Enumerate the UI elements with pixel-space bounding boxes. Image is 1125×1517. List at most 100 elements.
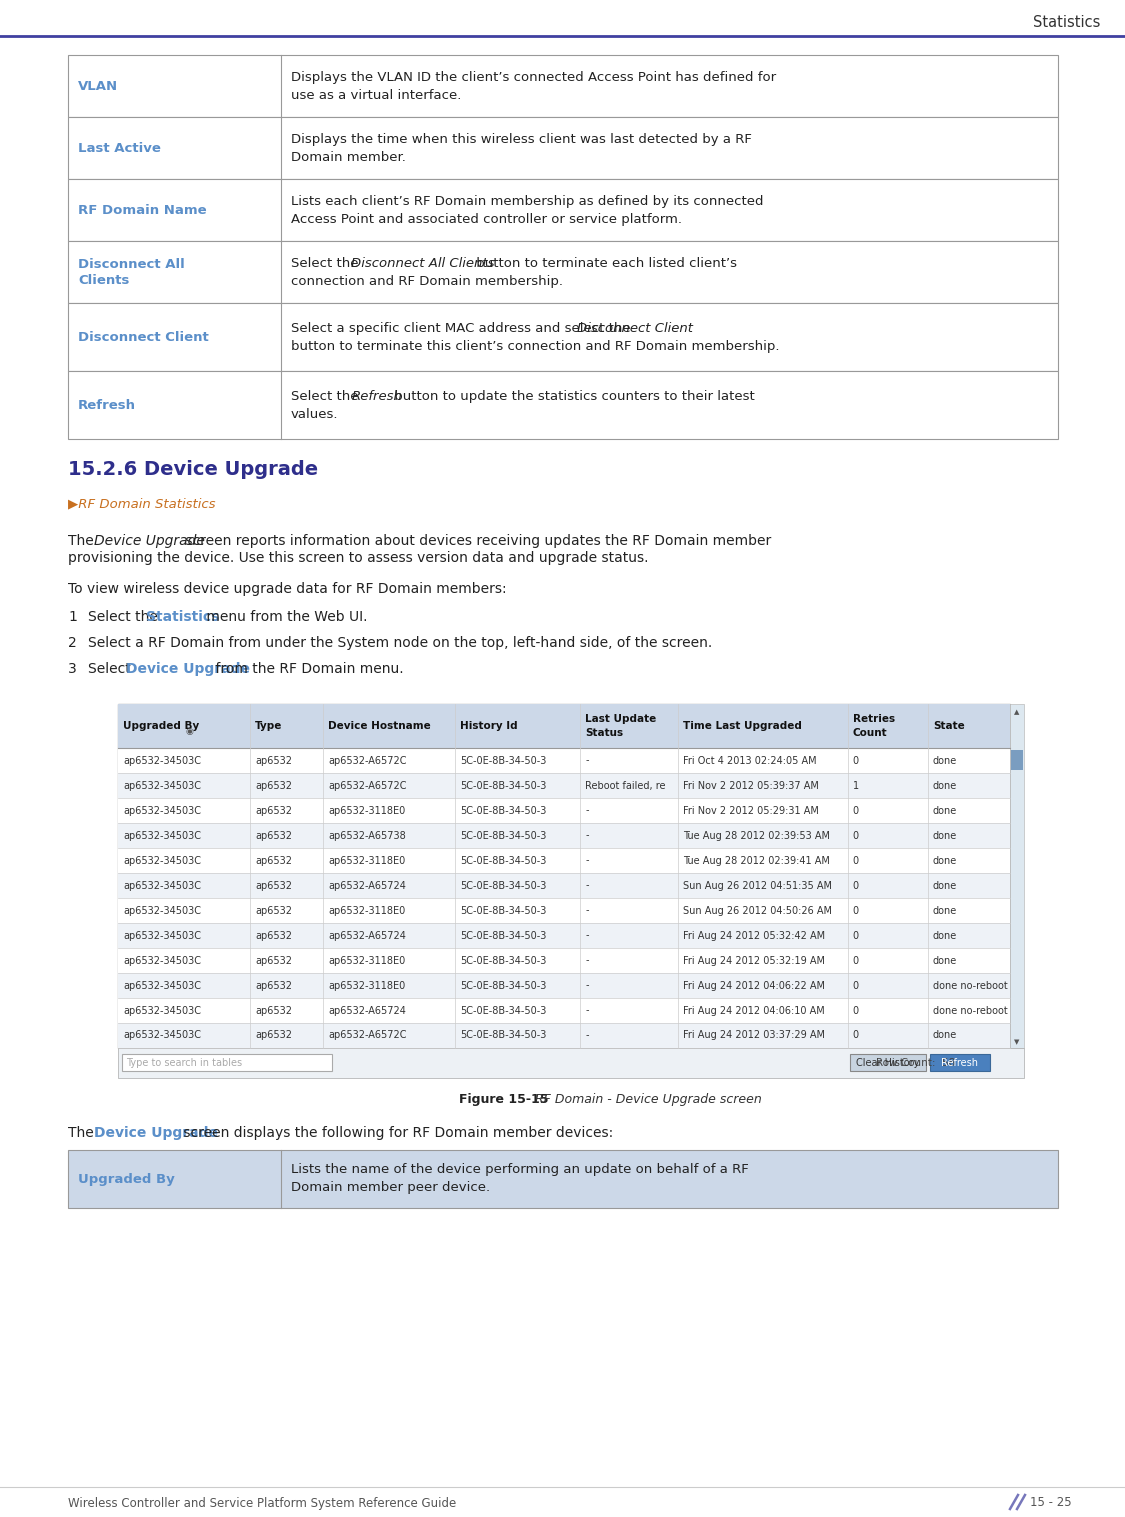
Text: 1: 1 [853, 781, 858, 790]
Text: Disconnect All: Disconnect All [78, 258, 184, 270]
Bar [118, 922, 1010, 948]
Text: Last Active: Last Active [78, 141, 161, 155]
Text: 0: 0 [853, 1006, 858, 1015]
Text: ap6532-A6572C: ap6532-A6572C [328, 1030, 406, 1041]
Text: Figure 15-15: Figure 15-15 [459, 1094, 549, 1106]
Text: Disconnect Client: Disconnect Client [78, 331, 209, 343]
Text: ▶RF Domain Statistics: ▶RF Domain Statistics [68, 498, 216, 511]
Text: Select: Select [88, 661, 135, 677]
Bar [68, 303, 1058, 372]
Bar [118, 848, 1010, 872]
Bar [68, 241, 1058, 303]
Bar [118, 972, 1010, 998]
Text: Lists the name of the device performing an update on behalf of a RF: Lists the name of the device performing … [291, 1164, 748, 1177]
Text: Statistics: Statistics [1033, 15, 1100, 29]
Text: done: done [933, 930, 957, 941]
Text: ap6532: ap6532 [255, 980, 292, 991]
Text: Clear History: Clear History [856, 1057, 920, 1068]
Text: ap6532-A6572C: ap6532-A6572C [328, 755, 406, 766]
Text: Select the: Select the [291, 390, 362, 402]
Text: ap6532-34503C: ap6532-34503C [123, 906, 201, 915]
Text: ap6532: ap6532 [255, 856, 292, 866]
Text: Access Point and associated controller or service platform.: Access Point and associated controller o… [291, 212, 682, 226]
Text: ap6532: ap6532 [255, 880, 292, 890]
Text: ap6532-34503C: ap6532-34503C [123, 980, 201, 991]
Text: 0: 0 [853, 906, 858, 915]
Bar [118, 704, 1010, 1048]
Text: 0: 0 [853, 806, 858, 816]
Text: Row Count:  58: Row Count: 58 [875, 1057, 955, 1068]
Text: 5C-0E-8B-34-50-3: 5C-0E-8B-34-50-3 [460, 806, 547, 816]
Bar [68, 179, 1058, 241]
Text: Domain member.: Domain member. [291, 150, 406, 164]
Text: ap6532: ap6532 [255, 930, 292, 941]
Text: ap6532-34503C: ap6532-34503C [123, 806, 201, 816]
Text: ap6532-3118E0: ap6532-3118E0 [328, 806, 405, 816]
Text: Reboot failed, re: Reboot failed, re [585, 781, 666, 790]
Text: ◉: ◉ [186, 727, 193, 736]
Text: Disconnect Client: Disconnect Client [577, 322, 693, 335]
Text: from the RF Domain menu.: from the RF Domain menu. [212, 661, 404, 677]
Text: Select the: Select the [291, 256, 362, 270]
Text: -: - [585, 755, 588, 766]
Text: -: - [585, 980, 588, 991]
Text: ap6532-A65738: ap6532-A65738 [328, 830, 406, 840]
Text: ap6532-34503C: ap6532-34503C [123, 956, 201, 965]
Text: Displays the VLAN ID the client’s connected Access Point has defined for: Displays the VLAN ID the client’s connec… [291, 70, 776, 83]
Text: History Id: History Id [460, 721, 518, 731]
Text: ap6532-34503C: ap6532-34503C [123, 781, 201, 790]
Text: Select a RF Domain from under the System node on the top, left-hand side, of the: Select a RF Domain from under the System… [88, 636, 712, 649]
Text: Retries: Retries [853, 715, 894, 724]
Text: ap6532: ap6532 [255, 781, 292, 790]
Text: 0: 0 [853, 830, 858, 840]
Text: 5C-0E-8B-34-50-3: 5C-0E-8B-34-50-3 [460, 880, 547, 890]
Bar [1010, 704, 1024, 1048]
Text: ap6532-A65724: ap6532-A65724 [328, 880, 406, 890]
Bar [68, 117, 1058, 179]
Text: Refresh: Refresh [942, 1057, 979, 1068]
Bar [118, 824, 1010, 848]
Text: 15 - 25: 15 - 25 [1030, 1496, 1072, 1509]
Text: Last Update: Last Update [585, 715, 656, 724]
Text: ap6532-34503C: ap6532-34503C [123, 1030, 201, 1041]
Text: 3: 3 [68, 661, 76, 677]
Bar [122, 1054, 332, 1071]
Text: -: - [585, 830, 588, 840]
Text: done no-reboot: done no-reboot [933, 980, 1008, 991]
Bar [118, 1022, 1010, 1048]
Text: Device Upgrade: Device Upgrade [94, 1126, 218, 1139]
Text: 5C-0E-8B-34-50-3: 5C-0E-8B-34-50-3 [460, 906, 547, 915]
Text: 5C-0E-8B-34-50-3: 5C-0E-8B-34-50-3 [460, 830, 547, 840]
Bar [118, 898, 1010, 922]
Bar [1011, 749, 1023, 771]
Text: Type to search in tables: Type to search in tables [126, 1057, 242, 1068]
Text: ap6532-34503C: ap6532-34503C [123, 880, 201, 890]
Text: 0: 0 [853, 880, 858, 890]
Text: -: - [585, 956, 588, 965]
Text: Tue Aug 28 2012 02:39:41 AM: Tue Aug 28 2012 02:39:41 AM [683, 856, 830, 866]
Bar [118, 948, 1010, 972]
Text: values.: values. [291, 408, 339, 420]
Text: button to terminate each listed client’s: button to terminate each listed client’s [472, 256, 737, 270]
Text: screen reports information about devices receiving updates the RF Domain member: screen reports information about devices… [181, 534, 772, 548]
Text: ap6532-34503C: ap6532-34503C [123, 1006, 201, 1015]
Bar [118, 774, 1010, 798]
Text: screen displays the following for RF Domain member devices:: screen displays the following for RF Dom… [179, 1126, 613, 1139]
Text: ap6532-3118E0: ap6532-3118E0 [328, 980, 405, 991]
Text: 0: 0 [853, 755, 858, 766]
Text: done: done [933, 806, 957, 816]
Text: done no-reboot: done no-reboot [933, 1006, 1008, 1015]
Text: -: - [585, 806, 588, 816]
Text: Refresh: Refresh [351, 390, 403, 402]
Text: Disconnect All Clients: Disconnect All Clients [351, 256, 495, 270]
Bar [68, 1150, 1058, 1208]
Text: done: done [933, 755, 957, 766]
Text: Tue Aug 28 2012 02:39:53 AM: Tue Aug 28 2012 02:39:53 AM [683, 830, 830, 840]
Bar [118, 704, 1010, 748]
Text: 5C-0E-8B-34-50-3: 5C-0E-8B-34-50-3 [460, 1030, 547, 1041]
Text: ▼: ▼ [1015, 1039, 1019, 1045]
Text: ap6532: ap6532 [255, 806, 292, 816]
Text: 0: 0 [853, 980, 858, 991]
Text: 5C-0E-8B-34-50-3: 5C-0E-8B-34-50-3 [460, 1006, 547, 1015]
Text: ap6532-34503C: ap6532-34503C [123, 755, 201, 766]
